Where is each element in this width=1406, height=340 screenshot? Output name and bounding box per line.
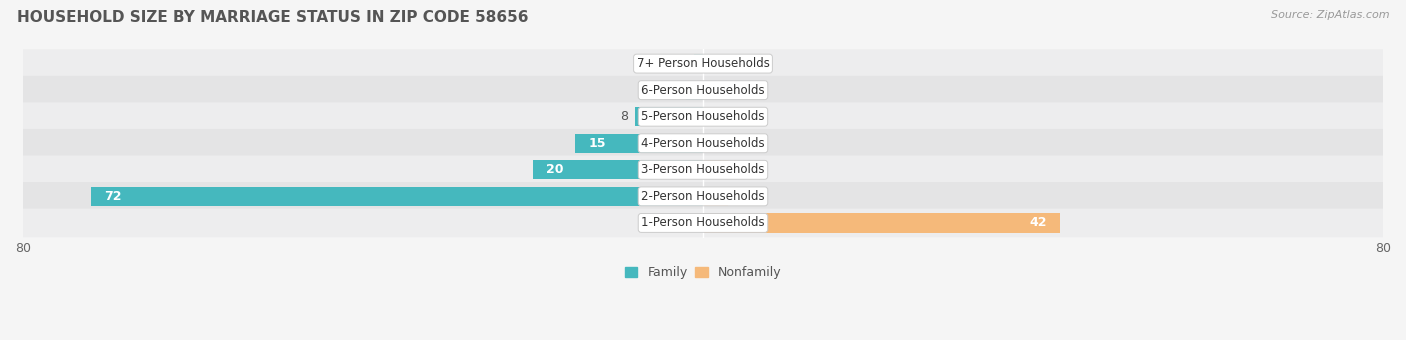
Bar <box>533 160 703 180</box>
Bar <box>703 187 728 206</box>
Text: 2-Person Households: 2-Person Households <box>641 190 765 203</box>
Bar <box>636 107 703 126</box>
Legend: Family, Nonfamily: Family, Nonfamily <box>620 261 786 284</box>
FancyBboxPatch shape <box>22 76 1384 104</box>
Text: 3-Person Households: 3-Person Households <box>641 163 765 176</box>
Text: Source: ZipAtlas.com: Source: ZipAtlas.com <box>1271 10 1389 20</box>
Text: 7+ Person Households: 7+ Person Households <box>637 57 769 70</box>
Text: 2: 2 <box>671 84 679 97</box>
Text: 3: 3 <box>735 190 744 203</box>
Text: 42: 42 <box>1029 217 1047 230</box>
FancyBboxPatch shape <box>22 129 1384 158</box>
Text: 0: 0 <box>735 137 744 150</box>
Bar <box>686 81 703 100</box>
Bar <box>703 55 728 72</box>
Text: 3: 3 <box>735 163 744 176</box>
Text: HOUSEHOLD SIZE BY MARRIAGE STATUS IN ZIP CODE 58656: HOUSEHOLD SIZE BY MARRIAGE STATUS IN ZIP… <box>17 10 529 25</box>
FancyBboxPatch shape <box>22 209 1384 237</box>
FancyBboxPatch shape <box>22 155 1384 184</box>
FancyBboxPatch shape <box>22 102 1384 131</box>
Text: 0: 0 <box>735 84 744 97</box>
Bar <box>575 134 703 153</box>
Text: 6-Person Households: 6-Person Households <box>641 84 765 97</box>
Text: 72: 72 <box>104 190 121 203</box>
Bar <box>695 54 703 73</box>
Text: 1-Person Households: 1-Person Households <box>641 217 765 230</box>
Text: 1: 1 <box>681 57 688 70</box>
FancyBboxPatch shape <box>22 182 1384 211</box>
Bar <box>703 82 728 98</box>
Text: 20: 20 <box>546 163 564 176</box>
Bar <box>703 108 728 125</box>
Text: 0: 0 <box>735 110 744 123</box>
Bar <box>703 160 728 180</box>
Text: 15: 15 <box>588 137 606 150</box>
Text: 8: 8 <box>620 110 628 123</box>
Bar <box>703 135 728 151</box>
Text: 0: 0 <box>735 57 744 70</box>
FancyBboxPatch shape <box>22 49 1384 78</box>
Bar <box>91 187 703 206</box>
Bar <box>703 214 1060 233</box>
Text: 4-Person Households: 4-Person Households <box>641 137 765 150</box>
Text: 5-Person Households: 5-Person Households <box>641 110 765 123</box>
